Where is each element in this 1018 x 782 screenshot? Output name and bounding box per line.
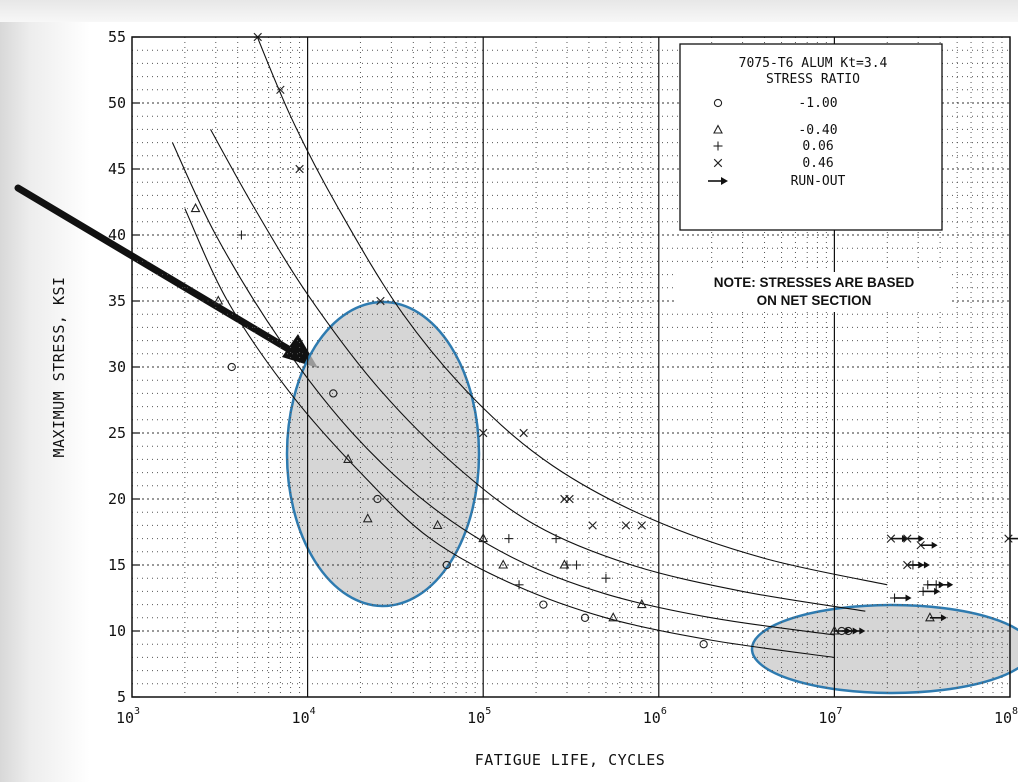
data-point-cross (565, 494, 574, 504)
y-axis-label: MAXIMUM STRESS, KSI (50, 276, 68, 457)
y-tick-label: 40 (108, 226, 126, 244)
data-point-cross (903, 534, 912, 543)
data-point-triangle (559, 559, 570, 569)
data-point-plus (572, 560, 582, 570)
data-point-triangle (478, 532, 489, 543)
data-point-cross (295, 164, 304, 174)
x-tick-label: 106 (643, 706, 667, 727)
fit-curve-0.06 (210, 129, 866, 612)
y-tick-label: 50 (108, 94, 126, 112)
note-line-1: NOTE: STRESSES ARE BASED (714, 275, 915, 290)
runout-arrow (890, 535, 908, 543)
data-point-circle (329, 389, 338, 398)
data-point-circle (227, 362, 236, 372)
legend-label-1: -0.40 (798, 123, 837, 138)
runout-arrow (936, 581, 954, 589)
data-point-cross (588, 521, 597, 530)
x-tick-label: 104 (292, 706, 316, 727)
legend-symbol-runout-arrow (708, 177, 728, 185)
legend-symbol-cross (713, 158, 723, 168)
x-tick-label: 107 (818, 706, 842, 727)
legend-symbol-plus (713, 141, 723, 151)
data-point-circle (580, 613, 590, 622)
runout-arrow (907, 535, 925, 543)
legend-label-2: 0.06 (802, 139, 833, 154)
fit-curve--1.00 (184, 208, 835, 658)
net-section-note: NOTE: STRESSES ARE BASED ON NET SECTION (676, 272, 952, 312)
data-point-plus (236, 230, 246, 240)
data-point-circle (442, 560, 451, 570)
data-point-plus (551, 534, 561, 544)
data-point-circle (699, 640, 708, 649)
runout-arrow (894, 594, 912, 602)
data-point-cross (903, 560, 912, 570)
y-tick-label: 15 (108, 556, 126, 574)
curve-layer (171, 37, 888, 658)
data-point-plus (562, 560, 572, 570)
data-point-cross (519, 428, 528, 438)
data-point-triangle (498, 559, 509, 569)
data-point-cross (479, 428, 488, 438)
y-tick-label: 10 (108, 622, 126, 640)
slide-title-strip (0, 0, 1018, 22)
tick-layer: 5 10 15 20 25 30 35 40 45 50 55 103 104 105 106 107 108 (108, 28, 1018, 727)
legend-title-line-1: 7075-T6 ALUM Kt=3.4 (739, 56, 888, 71)
legend-symbols (708, 98, 728, 185)
runout-arrow (923, 587, 941, 595)
legend-label-3: 0.46 (802, 156, 833, 171)
runout-arrow (929, 614, 947, 622)
data-point-plus (514, 580, 524, 590)
x-tick-label: 103 (116, 706, 140, 727)
x-tick-label: 105 (467, 706, 491, 727)
legend-box (679, 43, 943, 231)
y-tick-label: 55 (108, 28, 126, 46)
highlight-ellipse-left (285, 300, 481, 608)
y-tick-label: 45 (108, 160, 126, 178)
data-point-circle (373, 494, 382, 504)
y-tick-label: 30 (108, 358, 126, 376)
data-point-triangle (190, 202, 201, 213)
legend: 7075-T6 ALUM Kt=3.4 STRESS RATIO -1.00 -… (679, 43, 943, 231)
fit-curve--0.40 (171, 142, 835, 636)
legend-symbol-triangle (713, 124, 723, 134)
legend-label-4: RUN-OUT (791, 174, 846, 189)
legend-title-line-2: STRESS RATIO (766, 72, 860, 87)
legend-label-0: -1.00 (798, 96, 837, 111)
y-tick-label: 35 (108, 292, 126, 310)
runout-arrow (907, 561, 925, 569)
data-point-circle (539, 600, 548, 609)
runout-arrow (920, 541, 938, 549)
legend-symbol-circle (713, 98, 723, 108)
data-point-triangle (608, 612, 619, 622)
data-point-cross (376, 296, 385, 306)
note-line-2: ON NET SECTION (757, 293, 872, 308)
data-point-plus (601, 573, 611, 583)
data-point-triangle (362, 513, 373, 523)
runout-arrow (834, 627, 852, 635)
y-tick-label: 5 (117, 688, 126, 706)
fit-curve-0.46 (256, 37, 888, 586)
data-point-cross (637, 521, 646, 530)
data-point-plus (478, 494, 488, 504)
x-axis-label: FATIGUE LIFE, CYCLES (475, 751, 666, 769)
data-point-cross (621, 521, 631, 530)
x-tick-label: 108 (994, 706, 1018, 727)
y-tick-label: 25 (108, 424, 126, 442)
data-point-triangle (213, 295, 224, 305)
data-point-triangle (343, 453, 353, 463)
data-point-cross (276, 85, 285, 94)
data-point-triangle (432, 519, 443, 529)
points-layer (190, 32, 1018, 649)
data-point-plus (504, 534, 514, 544)
highlight-ellipse-right (750, 603, 1018, 695)
data-point-triangle (636, 598, 647, 609)
y-tick-label: 20 (108, 490, 126, 508)
